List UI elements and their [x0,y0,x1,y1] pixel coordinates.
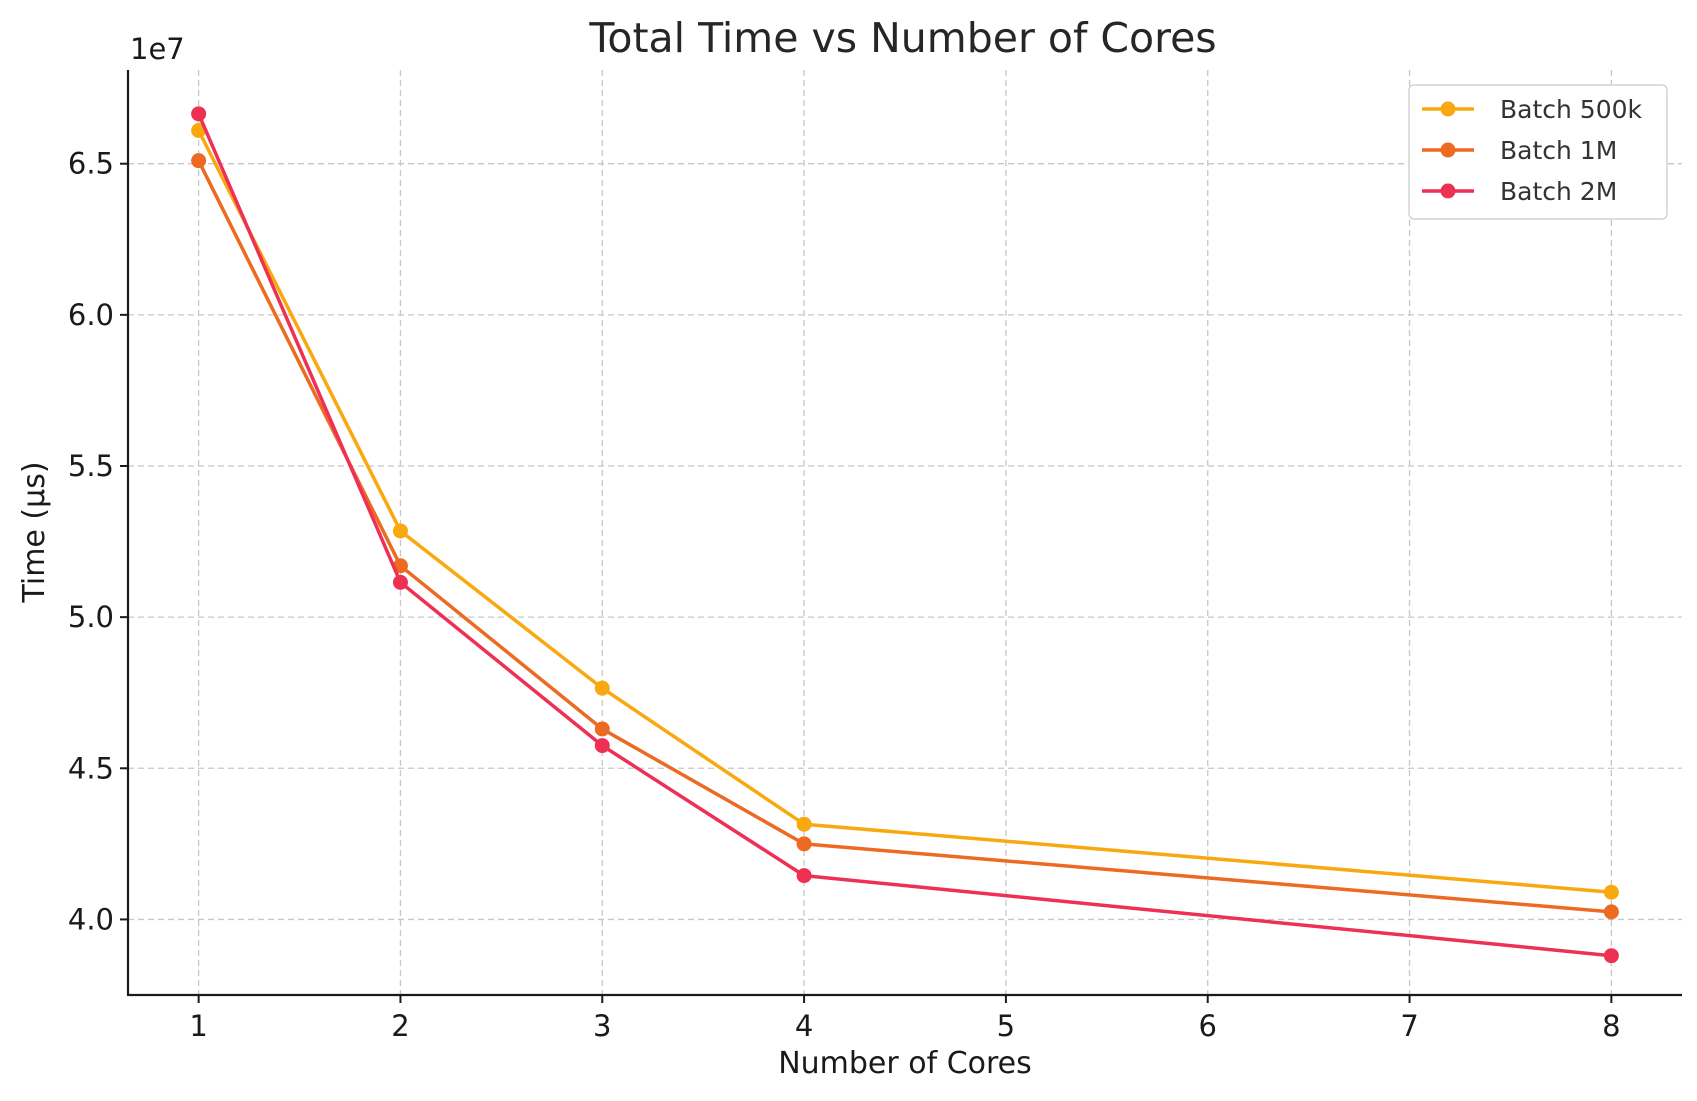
data-point [191,106,207,122]
y-ticks: 4.0 4.5 5.0 5.5 6.0 6.5 [68,147,128,936]
data-point [594,721,610,737]
legend-marker [1440,142,1456,158]
x-tick-label: 1 [189,1009,207,1043]
data-point [1603,948,1619,964]
x-tick-label: 5 [997,1009,1015,1043]
legend-label: Batch 1M [1500,136,1617,165]
legend-marker [1440,183,1456,199]
plot-series [191,106,1619,964]
y-tick-label: 6.0 [68,298,114,332]
y-offset-label: 1e7 [130,32,185,66]
data-point [796,816,812,832]
data-point [594,738,610,754]
legend: Batch 500k Batch 1M Batch 2M [1408,84,1668,220]
data-point [392,523,408,539]
y-axis-label: Time (µs) [17,461,52,603]
series-line [196,113,1612,958]
legend-label: Batch 500k [1500,95,1643,124]
x-tick-label: 3 [593,1009,611,1043]
x-ticks: 1 2 3 4 5 6 7 8 [189,995,1621,1043]
data-point [1603,904,1619,920]
legend-marker [1440,101,1456,117]
data-point [594,680,610,696]
y-tick-label: 6.5 [68,147,114,181]
data-point [392,574,408,590]
chart-title: Total Time vs Number of Cores [588,14,1216,62]
x-tick-label: 4 [795,1009,813,1043]
x-tick-label: 2 [391,1009,409,1043]
data-point [191,153,207,169]
legend-label: Batch 2M [1500,177,1617,206]
data-point [796,836,812,852]
series-line [197,129,1612,894]
x-axis-label: Number of Cores [778,1046,1032,1081]
y-tick-label: 5.0 [68,600,114,634]
y-tick-label: 5.5 [68,449,114,483]
series-line [197,159,1612,914]
x-tick-label: 7 [1400,1009,1418,1043]
x-tick-label: 6 [1199,1009,1217,1043]
y-tick-label: 4.0 [68,902,114,936]
data-point [796,868,812,884]
data-point [1603,884,1619,900]
y-tick-label: 4.5 [68,751,114,785]
legend-box [1408,84,1668,220]
x-tick-label: 8 [1602,1009,1620,1043]
